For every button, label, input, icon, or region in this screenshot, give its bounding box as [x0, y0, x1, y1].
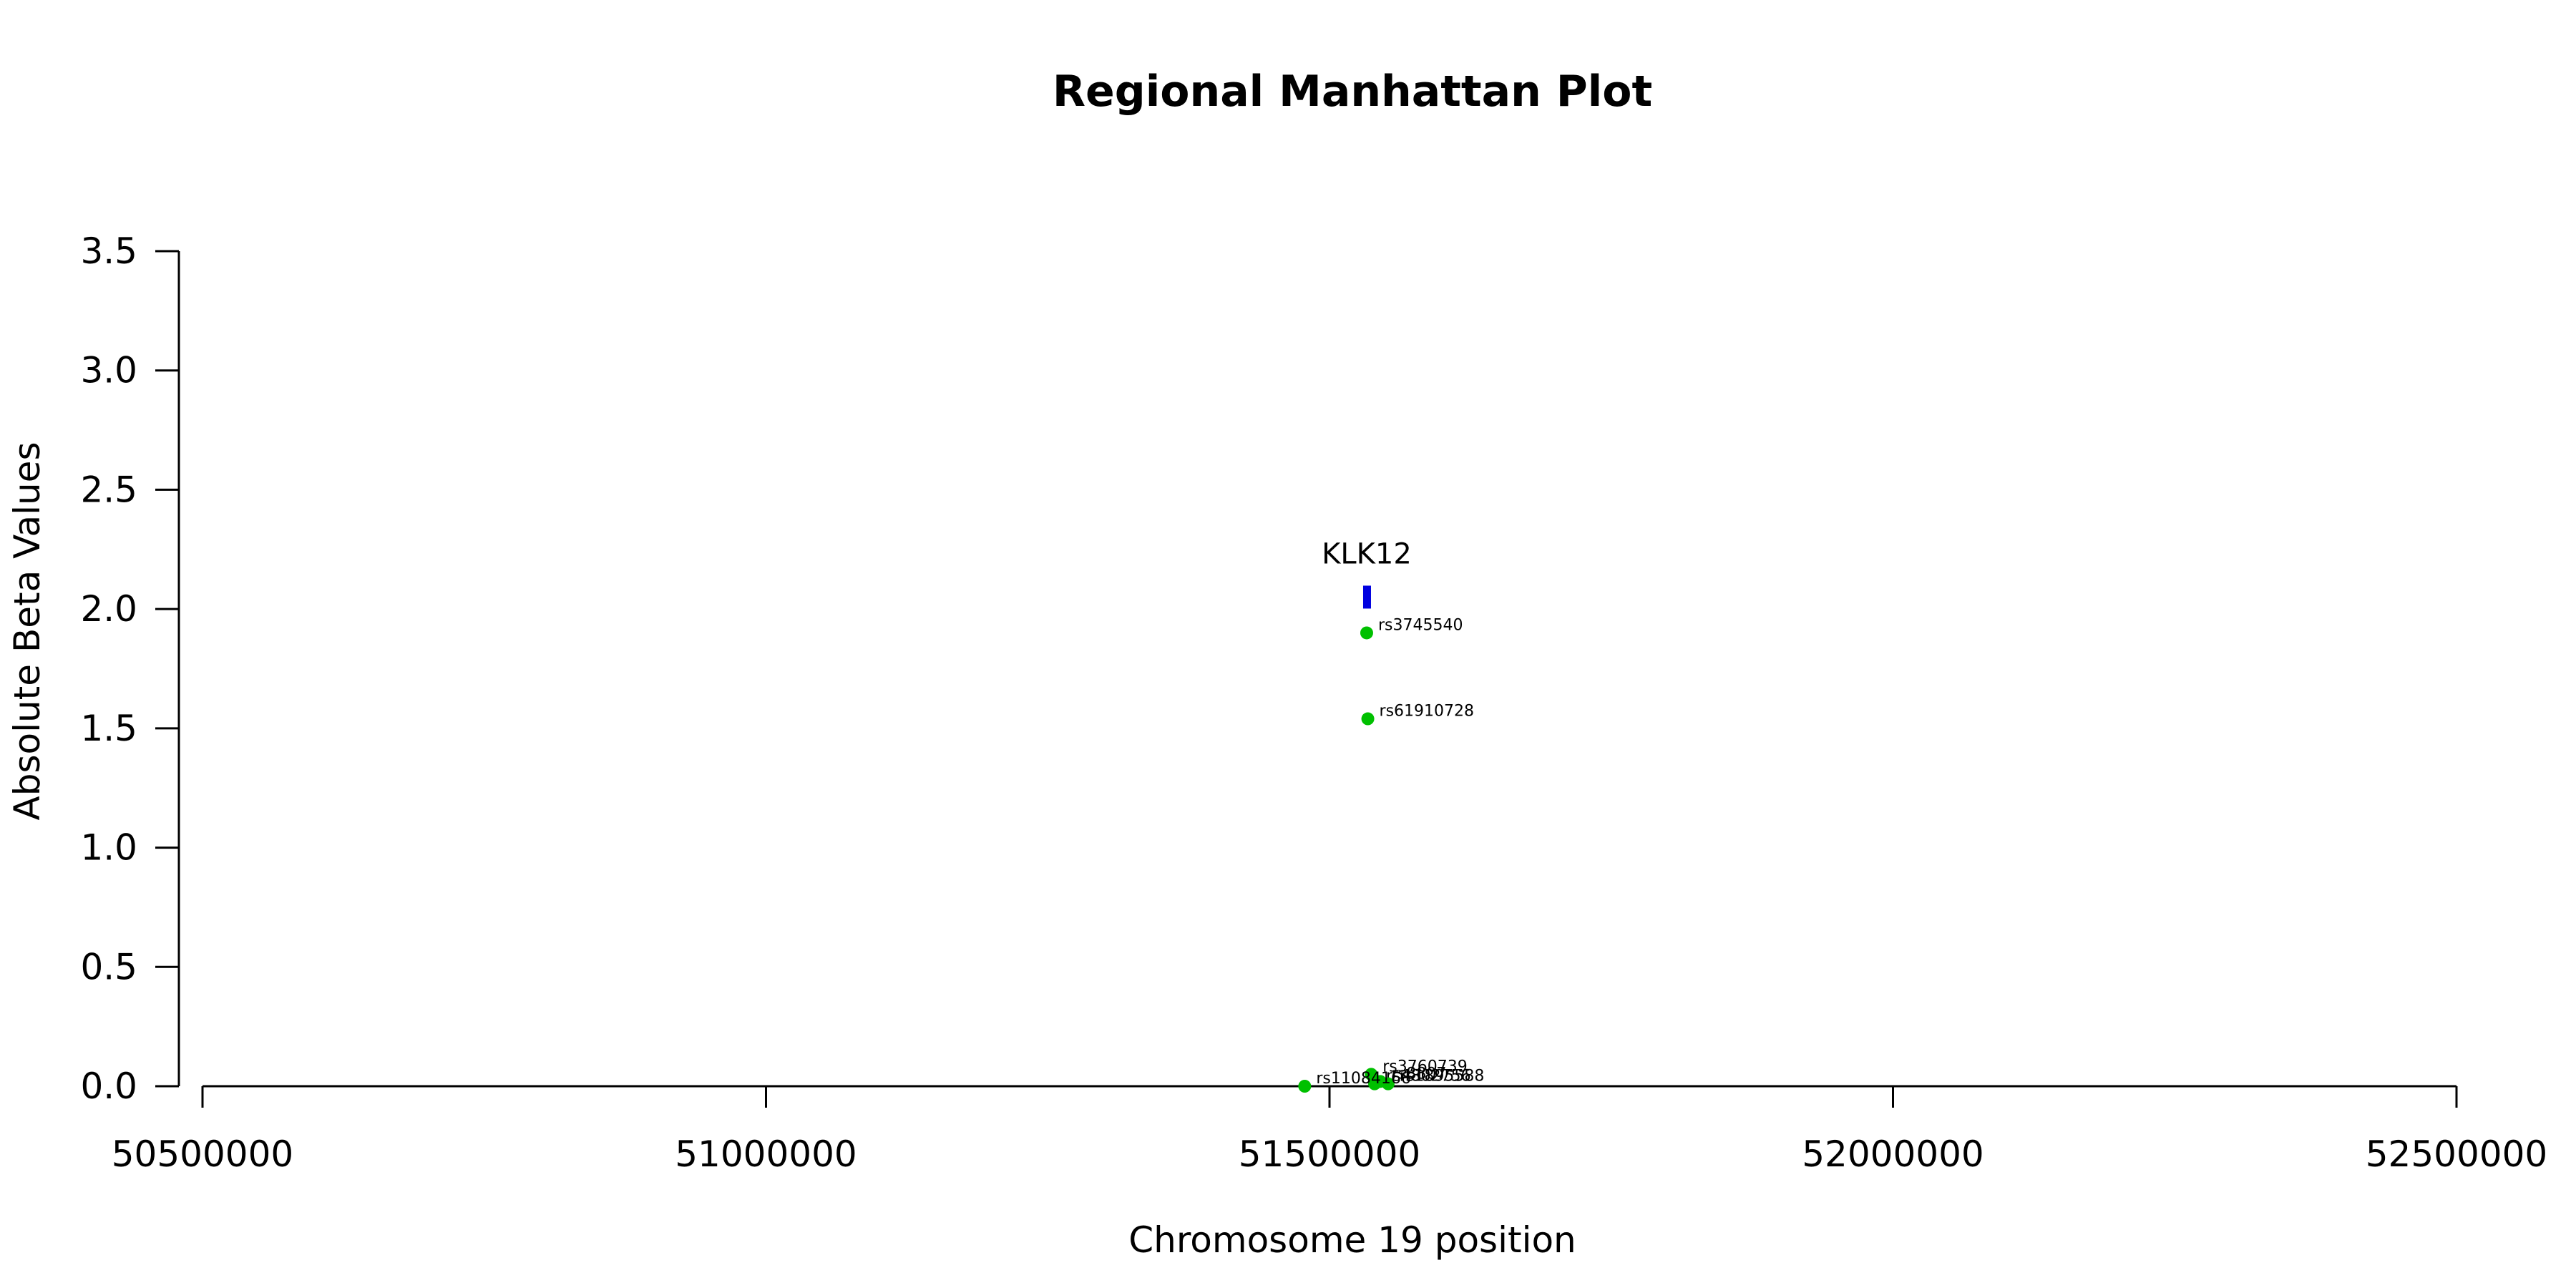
snp-label: rs3760739 [1382, 1058, 1467, 1075]
x-tick-label: 50500000 [112, 1133, 294, 1175]
y-tick-label: 2.0 [80, 588, 137, 630]
snp-point [1381, 1077, 1395, 1091]
snp-label: rs4802756 [1386, 1068, 1471, 1085]
x-axis-label: Chromosome 19 position [1128, 1219, 1576, 1261]
gene-track: KLK12 [1322, 537, 1412, 609]
y-tick-label: 0.5 [80, 946, 137, 987]
snp-label: rs61910728 [1380, 703, 1474, 721]
gene-marker [1362, 585, 1371, 609]
y-tick-label: 1.0 [80, 827, 137, 869]
snp-point [1360, 626, 1373, 640]
snp-label: rs3745540 [1378, 616, 1463, 634]
snp-point [1361, 712, 1375, 726]
snp-point [1368, 1077, 1381, 1091]
y-tick-label: 3.5 [80, 230, 137, 272]
x-tick-label: 51000000 [675, 1133, 857, 1175]
snp-label: rs1895588 [1400, 1068, 1484, 1085]
y-tick-label: 0.0 [80, 1065, 137, 1107]
snp-point [1298, 1080, 1312, 1093]
y-tick-label: 3.0 [80, 350, 137, 391]
chart-title: Regional Manhattan Plot [1053, 67, 1652, 117]
y-axis-label: Absolute Beta Values [6, 442, 48, 821]
x-tick-label: 52500000 [2366, 1133, 2548, 1175]
y-tick-label: 2.5 [80, 469, 137, 510]
axes: 0.0 0.5 1.0 1.5 2.0 2.5 3.0 3.5 50500000 51000000… [80, 230, 2547, 1175]
snp-label: rs11084166 [1316, 1070, 1410, 1088]
x-tick-label: 52000000 [1802, 1133, 1984, 1175]
y-tick-label: 1.5 [80, 708, 137, 749]
snp-label: rs8807 [1392, 1065, 1447, 1083]
snp-points: rs3745540 rs61910728 rs3760739rs8807rs4802… [1298, 616, 1484, 1093]
x-tick-label: 51500000 [1239, 1133, 1421, 1175]
gene-label: KLK12 [1322, 537, 1412, 570]
